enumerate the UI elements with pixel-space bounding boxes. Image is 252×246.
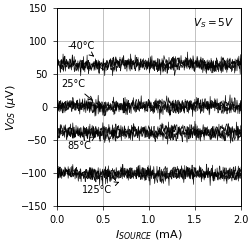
Text: $V_S = 5V$: $V_S = 5V$ bbox=[192, 16, 233, 30]
Text: 25°C: 25°C bbox=[61, 79, 92, 100]
Text: -40°C: -40°C bbox=[67, 41, 94, 56]
X-axis label: $I_{SOURCE}$ (mA): $I_{SOURCE}$ (mA) bbox=[114, 228, 182, 242]
Text: 125°C: 125°C bbox=[82, 182, 118, 195]
Y-axis label: $V_{OS}$ ($\mu$V): $V_{OS}$ ($\mu$V) bbox=[4, 84, 18, 131]
Text: 85°C: 85°C bbox=[67, 137, 94, 151]
